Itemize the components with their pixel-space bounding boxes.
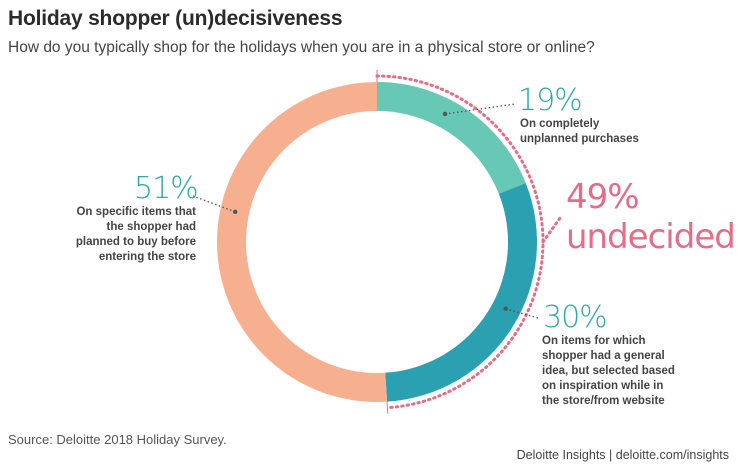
slice-51-desc-line: the shopper had xyxy=(106,221,196,233)
undecided-dotted-arc xyxy=(375,74,545,410)
chart-subtitle: How do you typically shop for the holida… xyxy=(8,39,595,56)
slice-19-desc-line: unplanned purchases xyxy=(520,133,639,145)
undecided-leader-line xyxy=(541,216,562,244)
slice-30-desc-line: idea, but selected based xyxy=(542,365,675,377)
slice-19-desc-line: On completely xyxy=(520,118,600,130)
chart-title: Holiday shopper (un)decisiveness xyxy=(8,7,343,30)
slice-51-desc-line: entering the store xyxy=(98,251,196,263)
slice-30-desc-line: shopper had a general xyxy=(542,350,665,362)
brand-credit: Deloitte Insights | deloitte.com/insight… xyxy=(516,448,729,462)
slice-51-description: On specific items that the shopper had p… xyxy=(24,205,196,265)
undecided-pct-label: 49% xyxy=(566,177,640,217)
slice-30-desc-line: on inspiration while in xyxy=(542,380,664,392)
slice-51-pct-label: 51% xyxy=(134,171,199,206)
leader-dot-30 xyxy=(503,306,508,311)
slice-30-description: On items for which shopper had a general… xyxy=(542,334,675,409)
leader-line-30 xyxy=(505,308,539,319)
leader-dot-51 xyxy=(232,209,238,215)
undecided-label: undecided xyxy=(566,217,736,257)
source-note: Source: Deloitte 2018 Holiday Survey. xyxy=(8,432,227,447)
undecided-arc-tick-bottom xyxy=(386,401,389,414)
slice-51-desc-line: On specific items that xyxy=(76,206,196,218)
donut-hole xyxy=(246,111,508,373)
leader-dot-19 xyxy=(442,111,448,117)
slice-30-pct-label: 30% xyxy=(543,300,608,335)
slice-19-description: On completely unplanned purchases xyxy=(520,117,639,147)
slice-19-pct-label: 19% xyxy=(518,83,583,118)
slice-30-desc-line: the store/from website xyxy=(542,395,665,407)
slice-30-desc-line: On items for which xyxy=(542,335,646,347)
slice-51-desc-line: planned to buy before xyxy=(75,236,196,248)
